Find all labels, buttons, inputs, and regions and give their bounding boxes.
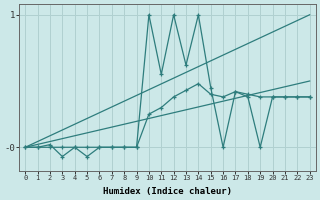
X-axis label: Humidex (Indice chaleur): Humidex (Indice chaleur) [103, 187, 232, 196]
